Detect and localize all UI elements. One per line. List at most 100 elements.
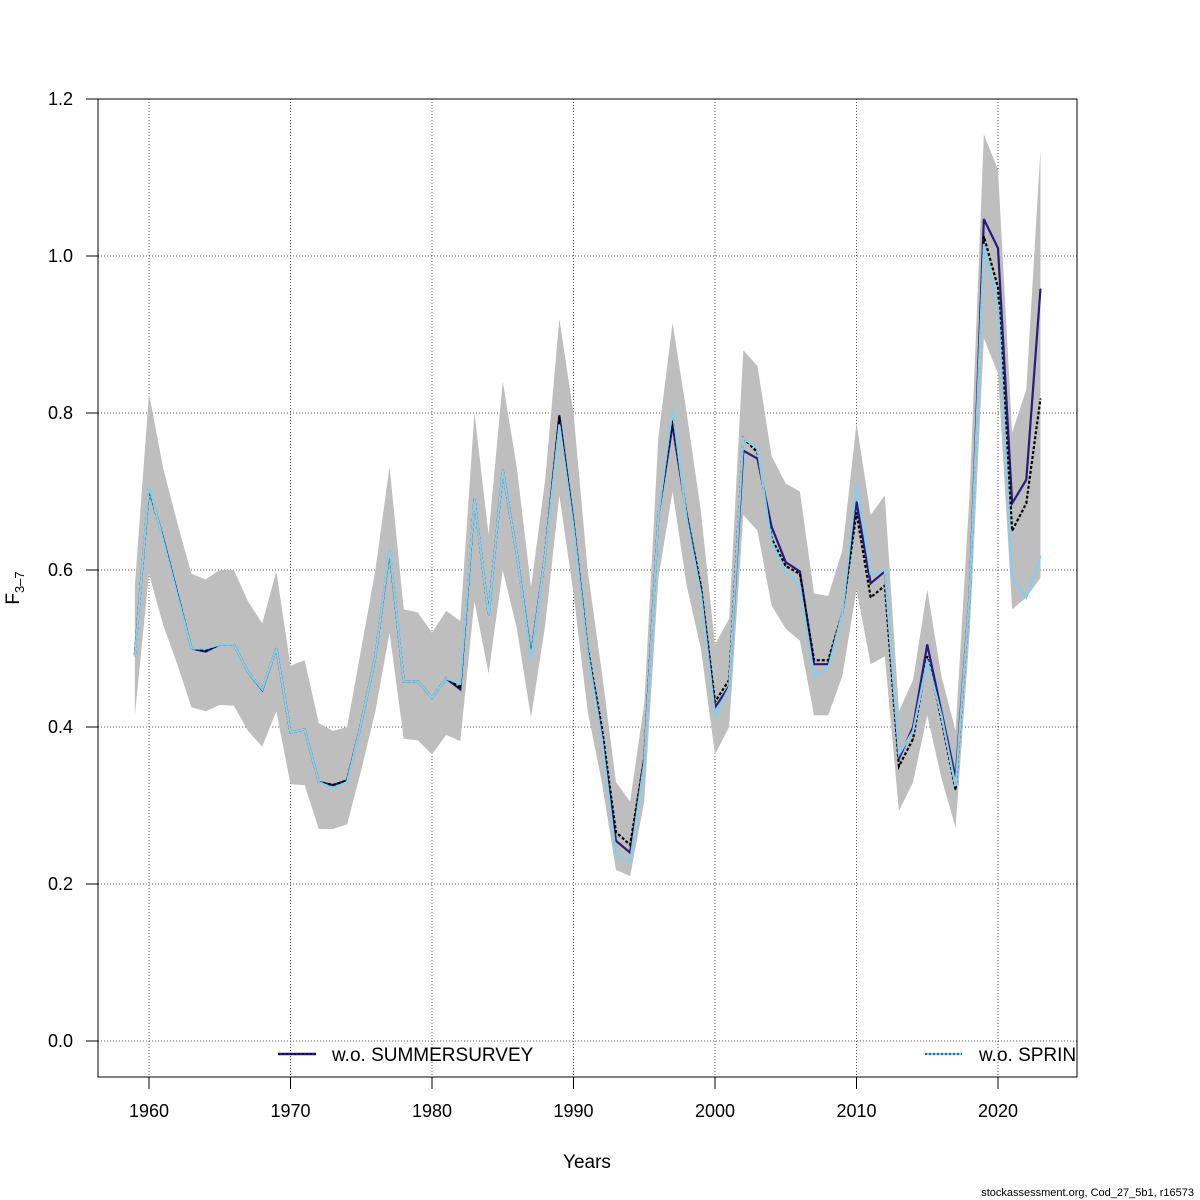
- data-point: [261, 688, 263, 690]
- data-point: [1011, 530, 1013, 532]
- series-layer: [133, 218, 1042, 864]
- data-point: [912, 738, 914, 740]
- data-point: [1011, 502, 1013, 504]
- data-point: [530, 658, 532, 660]
- data-point: [148, 485, 150, 487]
- data-point: [700, 592, 702, 595]
- data-point: [686, 518, 688, 520]
- data-point: [657, 514, 660, 516]
- plot-frame: [97, 98, 1078, 1078]
- series-line-base: [133, 236, 1042, 847]
- data-point: [629, 861, 631, 863]
- data-point: [785, 561, 787, 563]
- x-axis: 1960 1970 1980 1990 2000 2010 2020: [129, 1077, 1018, 1121]
- data-point: [813, 663, 815, 665]
- x-tick-label: 2020: [978, 1101, 1018, 1121]
- data-point: [247, 671, 249, 673]
- data-point: [799, 570, 801, 573]
- footer-source: stockassessment.org, Cod_27_5b1, r16573: [981, 1187, 1194, 1199]
- legend-label-summer: w.o. SUMMERSURVEY: [331, 1045, 534, 1066]
- data-point: [374, 655, 376, 657]
- data-point: [360, 722, 362, 724]
- data-point: [855, 512, 858, 514]
- data-point: [813, 675, 815, 677]
- data-point: [714, 701, 716, 703]
- data-point: [544, 553, 546, 555]
- data-point: [205, 647, 207, 650]
- y-tick-label: 0.0: [48, 1031, 73, 1051]
- x-axis-title: Years: [563, 1152, 611, 1173]
- data-point: [190, 647, 193, 650]
- y-tick-label: 0.6: [48, 560, 73, 580]
- data-point: [459, 687, 461, 689]
- data-point: [742, 437, 744, 439]
- data-point: [926, 655, 928, 657]
- data-point: [459, 683, 461, 685]
- y-axis: 0.0 0.2 0.4 0.6 0.8 1.0 1.2: [48, 89, 98, 1051]
- data-point: [983, 218, 985, 220]
- data-point: [558, 414, 560, 416]
- data-point: [459, 688, 461, 690]
- data-point: [332, 787, 334, 789]
- plot-area: w.o. SUMMERSURVEY w.o. SPRIN: [133, 134, 1076, 1066]
- data-point: [870, 596, 872, 599]
- data-point: [855, 501, 858, 503]
- x-tick-label: 2010: [836, 1101, 876, 1121]
- data-point: [827, 659, 829, 661]
- data-point: [403, 680, 405, 683]
- data-point: [785, 565, 787, 567]
- y-axis-title: F3–7: [3, 571, 27, 604]
- confidence-band-layer: [134, 134, 1041, 877]
- data-point: [671, 408, 674, 410]
- data-point: [615, 831, 617, 833]
- data-point: [714, 714, 716, 716]
- svg-text:F3–7: F3–7: [3, 571, 27, 604]
- data-point: [558, 416, 560, 418]
- y-axis-title-subscript: 3–7: [12, 571, 27, 593]
- data-point: [1039, 288, 1042, 290]
- x-tick-label: 2000: [695, 1101, 735, 1121]
- data-point: [870, 573, 872, 575]
- data-point: [771, 541, 773, 544]
- data-point: [926, 659, 928, 661]
- data-point: [176, 594, 178, 596]
- data-point: [799, 573, 801, 575]
- y-tick-label: 0.2: [48, 874, 73, 894]
- data-point: [488, 614, 490, 616]
- data-point: [516, 553, 518, 555]
- data-point: [898, 753, 900, 756]
- data-point: [756, 447, 759, 449]
- data-point: [417, 680, 419, 683]
- data-point: [1025, 502, 1027, 504]
- data-point: [870, 582, 872, 584]
- data-point: [431, 697, 433, 699]
- data-point: [275, 647, 277, 650]
- x-tick-label: 1990: [553, 1101, 593, 1121]
- data-point: [205, 650, 207, 652]
- data-point: [671, 420, 674, 422]
- data-point: [289, 731, 292, 734]
- data-point: [785, 570, 787, 573]
- data-point: [1039, 398, 1042, 400]
- data-point: [134, 655, 136, 657]
- data-point: [615, 853, 617, 855]
- data-point: [615, 840, 617, 842]
- data-point: [233, 643, 235, 646]
- data-point: [502, 469, 504, 471]
- data-point: [601, 738, 603, 740]
- y-tick-label: 1.2: [48, 89, 73, 109]
- data-point: [969, 592, 971, 595]
- data-point: [827, 667, 829, 669]
- data-point: [219, 643, 221, 646]
- data-point: [813, 659, 815, 661]
- data-point: [983, 235, 985, 237]
- data-point: [898, 765, 900, 767]
- data-point: [884, 569, 886, 571]
- data-point: [332, 784, 334, 786]
- data-point: [629, 844, 631, 846]
- data-point: [997, 247, 999, 249]
- data-point: [558, 424, 560, 426]
- data-point: [997, 286, 999, 288]
- data-point: [954, 789, 957, 791]
- data-point: [572, 526, 575, 528]
